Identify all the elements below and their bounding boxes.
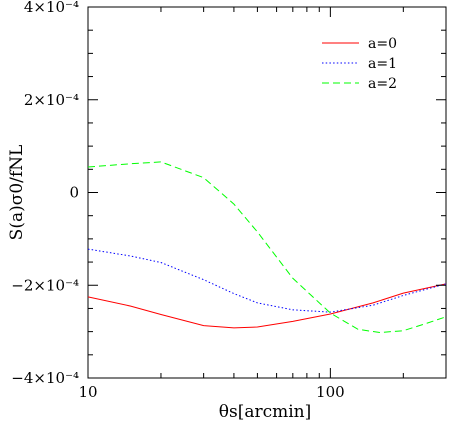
- x-tick-label: 10: [78, 383, 97, 401]
- series-line-a0: [87, 283, 447, 329]
- series-line-a2: [87, 161, 447, 334]
- x-tick-label: 100: [316, 383, 345, 401]
- y-axis-title: S(a)σ0/fNL: [7, 145, 27, 241]
- y-tick-label: −4×10⁻⁴: [11, 369, 79, 387]
- x-axis-title: θs[arcmin]: [219, 402, 312, 422]
- y-tick-label: 4×10⁻⁴: [24, 0, 79, 16]
- legend-label: a=0: [368, 36, 397, 52]
- series-layer: [87, 161, 447, 334]
- series-line-a1: [87, 248, 447, 313]
- legend-label: a=1: [368, 56, 397, 72]
- y-tick-label: 0: [69, 184, 79, 202]
- y-tick-label: −2×10⁻⁴: [11, 276, 79, 294]
- y-tick-label: 2×10⁻⁴: [24, 91, 79, 109]
- legend: a=0 a=1 a=2: [322, 36, 397, 92]
- legend-label: a=2: [368, 76, 397, 92]
- axes: 4×10⁻⁴ 2×10⁻⁴ 0 −2×10⁻⁴ −4×10⁻⁴10 100θs[arcmi…: [7, 0, 447, 422]
